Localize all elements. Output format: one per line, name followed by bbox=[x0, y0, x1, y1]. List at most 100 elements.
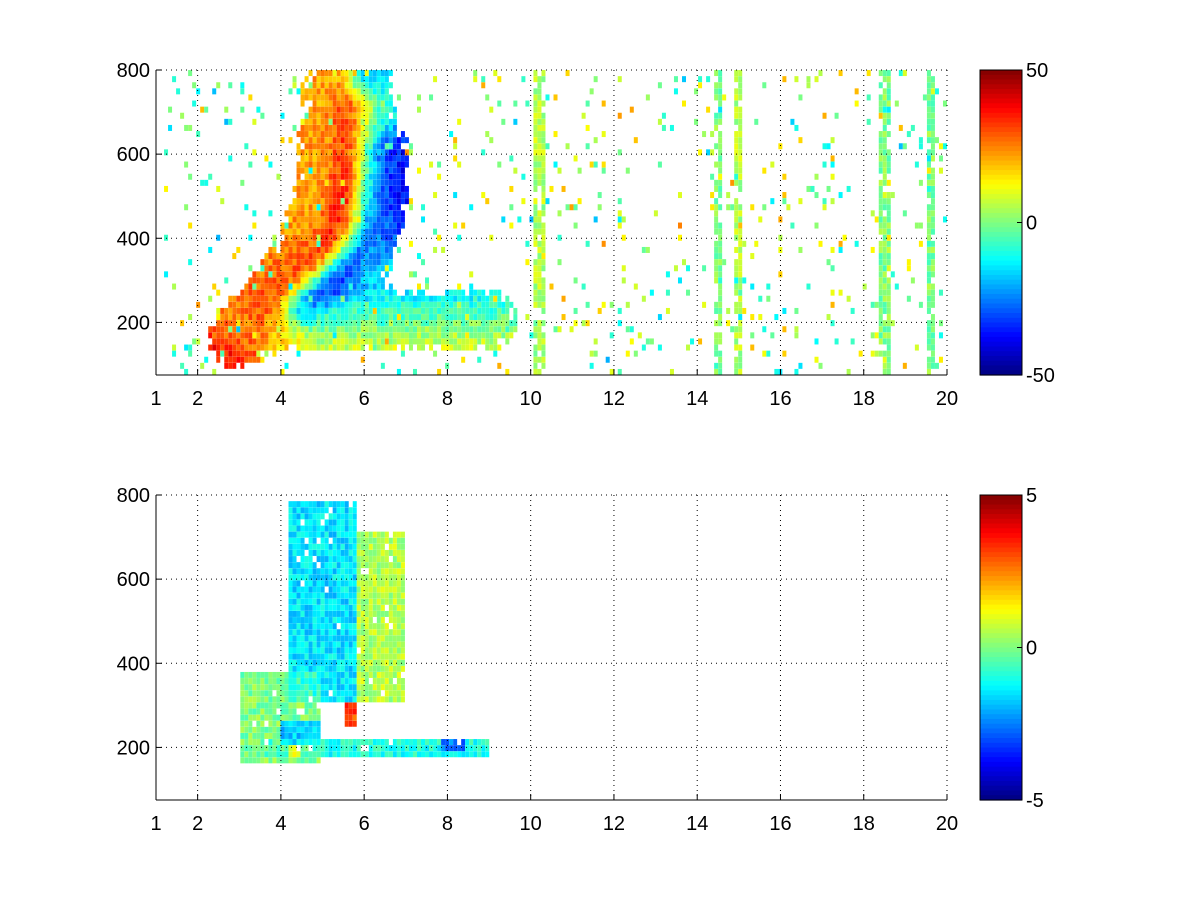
heatmap-cell bbox=[316, 338, 321, 345]
heatmap-cell bbox=[336, 246, 341, 253]
heatmap-cell bbox=[412, 271, 417, 278]
heatmap-cell bbox=[344, 647, 349, 654]
heatmap-cell bbox=[328, 131, 333, 138]
heatmap-cell bbox=[304, 684, 309, 691]
heatmap-cell bbox=[348, 592, 353, 599]
heatmap-cell bbox=[296, 604, 301, 611]
heatmap-cell bbox=[308, 610, 313, 617]
x-tick-label: 6 bbox=[359, 813, 370, 835]
heatmap-cell bbox=[930, 338, 935, 345]
heatmap-cell bbox=[782, 173, 787, 180]
heatmap-cell bbox=[360, 265, 365, 272]
heatmap-cell bbox=[356, 155, 361, 162]
heatmap-cell bbox=[348, 531, 353, 538]
heatmap-cell bbox=[392, 684, 397, 691]
heatmap-cell bbox=[533, 265, 538, 272]
heatmap-cell bbox=[324, 277, 329, 284]
heatmap-cell bbox=[312, 739, 317, 746]
heatmap-cell bbox=[416, 307, 421, 314]
heatmap-cell bbox=[356, 112, 361, 119]
heatmap-cell bbox=[296, 757, 301, 764]
heatmap-cell bbox=[388, 604, 393, 611]
heatmap-cell bbox=[340, 259, 345, 266]
heatmap-cell bbox=[312, 604, 317, 611]
heatmap-cell bbox=[304, 338, 309, 345]
heatmap-cell bbox=[557, 167, 562, 174]
heatmap-cell bbox=[348, 586, 353, 593]
heatmap-cell bbox=[356, 332, 361, 339]
heatmap-cell bbox=[192, 82, 197, 89]
heatmap-cell bbox=[240, 332, 245, 339]
heatmap-cell bbox=[376, 739, 381, 746]
heatmap-cell bbox=[332, 204, 337, 211]
heatmap-cell bbox=[557, 259, 562, 266]
heatmap-cell bbox=[212, 338, 217, 345]
heatmap-cell bbox=[348, 155, 353, 162]
heatmap-cell bbox=[384, 568, 389, 575]
heatmap-cell bbox=[822, 143, 827, 150]
heatmap-cell bbox=[396, 320, 401, 327]
heatmap-cell bbox=[388, 155, 393, 162]
heatmap-cell bbox=[352, 106, 357, 113]
heatmap-cell bbox=[388, 118, 393, 125]
heatmap-cell bbox=[248, 671, 253, 678]
colorbar-segment bbox=[980, 637, 1022, 644]
heatmap-cell bbox=[408, 198, 413, 205]
heatmap-cell bbox=[328, 100, 333, 107]
heatmap-cell bbox=[260, 283, 265, 290]
heatmap-cell bbox=[296, 696, 301, 703]
heatmap-cell bbox=[336, 610, 341, 617]
heatmap-cell bbox=[288, 732, 293, 739]
heatmap-cell bbox=[930, 216, 935, 223]
heatmap-cell bbox=[445, 320, 450, 327]
heatmap-cell bbox=[336, 173, 341, 180]
heatmap-cell bbox=[304, 289, 309, 296]
heatmap-cell bbox=[537, 179, 542, 186]
heatmap-cell bbox=[332, 118, 337, 125]
heatmap-cell bbox=[312, 568, 317, 575]
heatmap-cell bbox=[352, 112, 357, 119]
heatmap-cell bbox=[316, 320, 321, 327]
heatmap-cell bbox=[384, 106, 389, 113]
heatmap-cell bbox=[256, 338, 261, 345]
heatmap-cell bbox=[380, 665, 385, 672]
colorbar-segment bbox=[980, 141, 1022, 147]
heatmap-cell bbox=[332, 173, 337, 180]
heatmap-cell bbox=[537, 368, 542, 375]
heatmap-cell bbox=[585, 100, 590, 107]
heatmap-cell bbox=[368, 556, 373, 563]
heatmap-cell bbox=[240, 745, 245, 752]
heatmap-cell bbox=[300, 222, 305, 229]
heatmap-cell bbox=[372, 623, 377, 630]
heatmap-cell bbox=[312, 88, 317, 95]
heatmap-cell bbox=[826, 185, 831, 192]
heatmap-cell bbox=[352, 204, 357, 211]
heatmap-cell bbox=[601, 100, 606, 107]
heatmap-cell bbox=[316, 70, 321, 77]
heatmap-cell bbox=[926, 124, 931, 131]
heatmap-cell bbox=[228, 356, 233, 363]
heatmap-cell bbox=[509, 222, 514, 229]
heatmap-cell bbox=[296, 562, 301, 569]
heatmap-cell bbox=[336, 617, 341, 624]
heatmap-cell bbox=[926, 295, 931, 302]
heatmap-cell bbox=[308, 271, 313, 278]
heatmap-cell bbox=[356, 222, 361, 229]
heatmap-cell bbox=[328, 253, 333, 260]
heatmap-cell bbox=[224, 356, 229, 363]
heatmap-cell bbox=[344, 690, 349, 697]
heatmap-cell bbox=[465, 751, 470, 758]
heatmap-cell bbox=[296, 574, 301, 581]
heatmap-cell bbox=[296, 702, 301, 709]
heatmap-cell bbox=[348, 295, 353, 302]
heatmap-cell bbox=[513, 307, 518, 314]
heatmap-cell bbox=[762, 167, 767, 174]
heatmap-cell bbox=[364, 185, 369, 192]
heatmap-cell bbox=[292, 653, 297, 660]
heatmap-cell bbox=[352, 641, 357, 648]
heatmap-cell bbox=[328, 124, 333, 131]
heatmap-cell bbox=[714, 94, 719, 101]
heatmap-cell bbox=[288, 88, 293, 95]
heatmap-cell bbox=[489, 137, 494, 144]
